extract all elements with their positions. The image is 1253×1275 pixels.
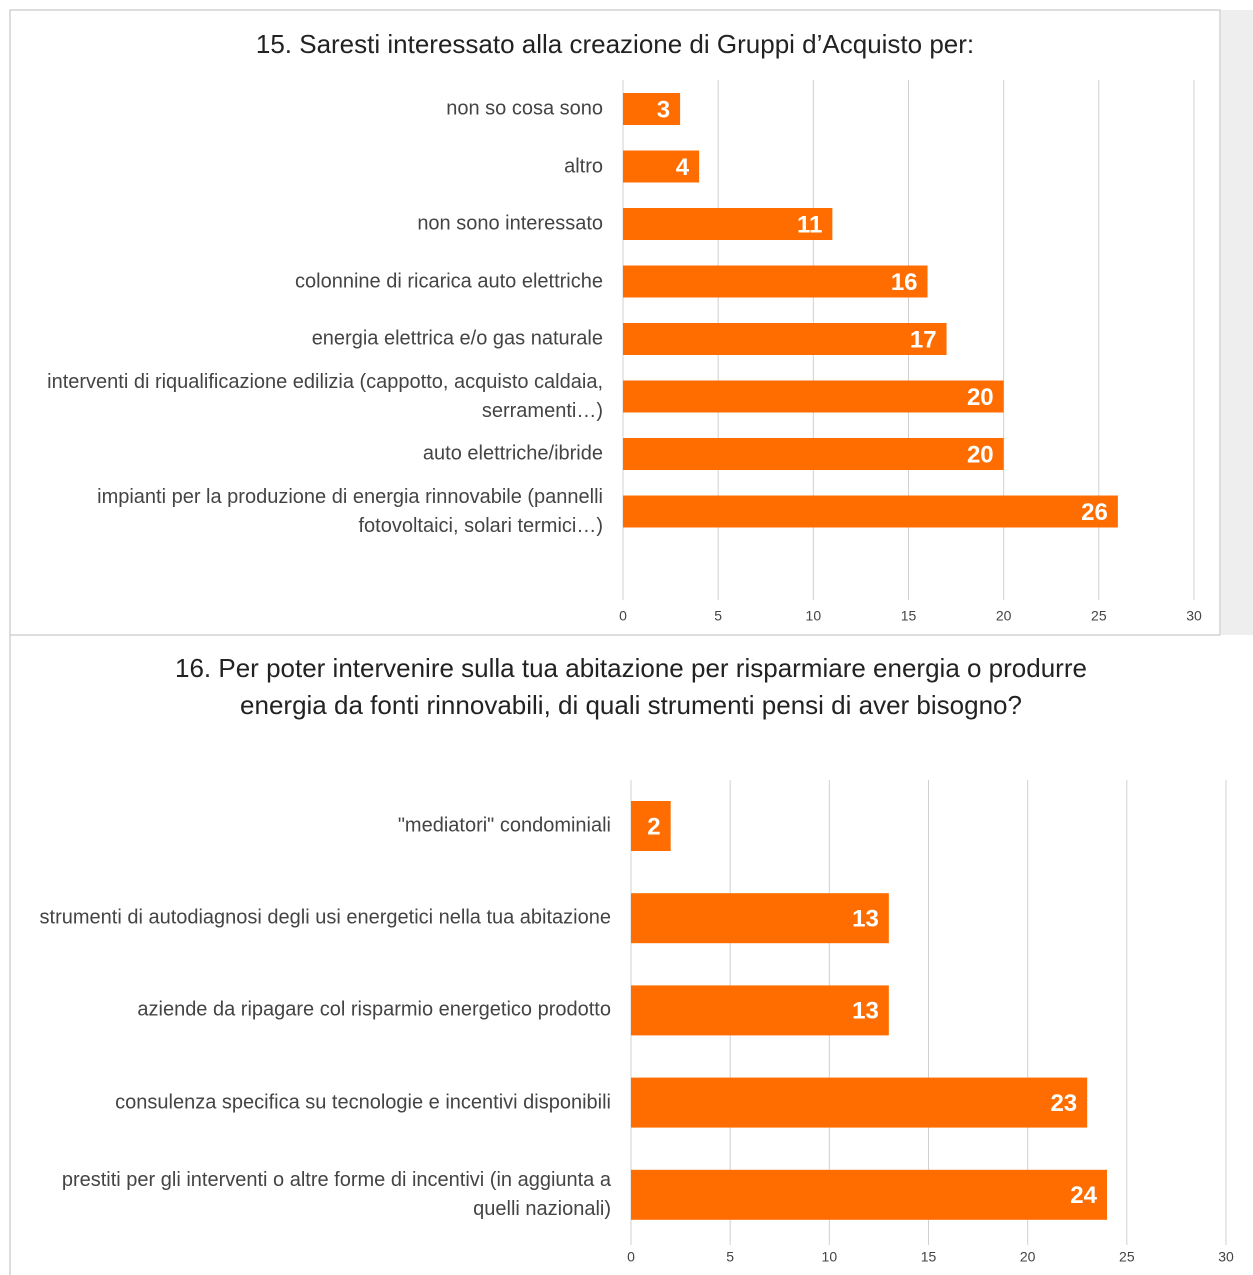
bar (631, 893, 889, 944)
bar (623, 380, 1004, 413)
bar (623, 495, 1118, 528)
bar (631, 1077, 1088, 1128)
x-tick-label: 15 (921, 1249, 937, 1265)
x-tick-label: 0 (619, 608, 627, 624)
category-label: altro (564, 155, 603, 177)
bar (623, 265, 928, 298)
bar (631, 985, 889, 1036)
category-label: impianti per la produzione di energia ri… (97, 485, 603, 537)
bar (623, 150, 700, 183)
category-label: strumenti di autodiagnosi degli usi ener… (39, 906, 611, 929)
scrollbar (1221, 10, 1253, 635)
bar (623, 323, 947, 355)
bar (623, 208, 833, 240)
bar (623, 438, 1004, 470)
category-label: energia elettrica e/o gas naturale (311, 327, 603, 350)
category-label: non so cosa sono (446, 97, 603, 120)
x-tick-label: 5 (714, 608, 722, 624)
category-label: consulenza specifica su tecnologie e inc… (115, 1091, 611, 1114)
bar (623, 93, 681, 125)
data-label: 26 (1081, 499, 1108, 526)
x-tick-label: 25 (1119, 1249, 1135, 1265)
data-label: 20 (967, 384, 994, 411)
data-label: 4 (676, 154, 690, 181)
bar (631, 1169, 1107, 1220)
category-label: interventi di riqualificazione edilizia … (47, 370, 603, 422)
x-tick-label: 5 (726, 1249, 734, 1265)
x-tick-label: 10 (806, 608, 822, 624)
data-label: 16 (891, 269, 918, 296)
category-label: prestiti per gli interventi o altre form… (61, 1168, 611, 1220)
data-label: 17 (910, 326, 937, 353)
category-label: non sono interessato (417, 212, 603, 235)
x-tick-label: 10 (822, 1249, 838, 1265)
data-label: 13 (852, 998, 879, 1025)
x-tick-label: 15 (901, 608, 917, 624)
data-label: 11 (797, 211, 822, 238)
x-tick-label: 25 (1091, 608, 1107, 624)
data-label: 23 (1050, 1090, 1077, 1117)
x-tick-label: 30 (1186, 608, 1202, 624)
category-label: "mediatori" condominiali (397, 814, 611, 837)
category-label: auto elettriche/ibride (422, 442, 603, 465)
x-tick-label: 20 (1020, 1249, 1036, 1265)
category-label: colonnine di ricarica auto elettriche (295, 270, 603, 292)
data-label: 20 (967, 441, 994, 468)
frame (9, 9, 1221, 636)
chart-title: 15. Saresti interessato alla creazione d… (255, 29, 975, 59)
data-label: 3 (657, 96, 670, 123)
bar (631, 801, 671, 851)
data-label: 13 (852, 906, 879, 933)
chart-title: 16. Per poter intervenire sulla tua abit… (175, 653, 1087, 720)
x-tick-label: 30 (1218, 1249, 1234, 1265)
data-label: 24 (1070, 1182, 1097, 1209)
x-tick-label: 20 (996, 608, 1012, 624)
category-label: aziende da ripagare col risparmio energe… (137, 998, 611, 1021)
data-label: 2 (647, 813, 660, 840)
x-tick-label: 0 (627, 1249, 635, 1265)
